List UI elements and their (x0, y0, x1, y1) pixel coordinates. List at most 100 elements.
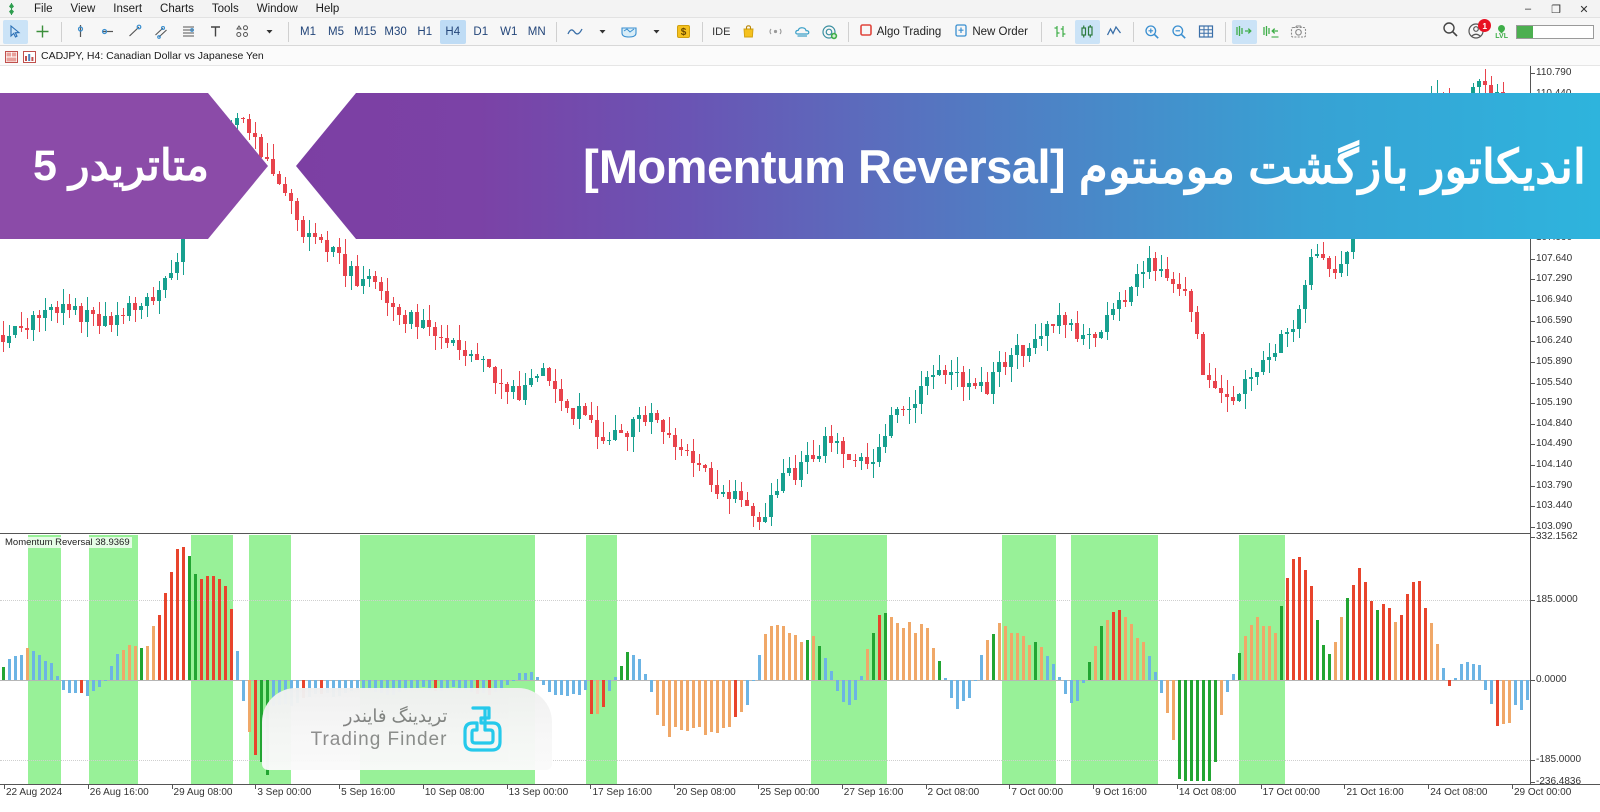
shapes-dropdown[interactable] (257, 20, 282, 44)
horizontal-line-tool[interactable] (95, 20, 120, 44)
channel-tool[interactable] (149, 20, 174, 44)
timeframe-d1[interactable]: D1 (473, 25, 489, 38)
chart-shift-button[interactable] (1259, 20, 1284, 44)
timeframe-m30[interactable]: M30 (384, 25, 407, 38)
candle (426, 66, 432, 533)
candle-body (252, 133, 257, 137)
algo-trading-button[interactable]: Algo Trading (855, 20, 949, 44)
menu-item-charts[interactable]: Charts (160, 2, 194, 15)
search-icon[interactable] (1442, 21, 1459, 43)
candle-body (1452, 105, 1457, 107)
shapes-tool[interactable] (230, 20, 255, 44)
signals-icon[interactable] (763, 20, 788, 44)
price-axis-label: 103.790 (1536, 479, 1573, 491)
crosshair-tool[interactable] (30, 20, 55, 44)
indicators-dropdown[interactable] (590, 20, 615, 44)
fibonacci-tool[interactable] (176, 20, 201, 44)
dollar-icon[interactable]: $ (671, 20, 696, 44)
close-button[interactable]: ✕ (1579, 3, 1589, 16)
candle-wick (956, 357, 958, 387)
histogram-bar (1405, 593, 1410, 681)
candle (114, 66, 120, 533)
minimize-button[interactable]: – (1524, 3, 1532, 15)
histogram-bar (1381, 603, 1386, 681)
candle-body (1500, 92, 1505, 96)
time-axis[interactable]: 22 Aug 2024 26 Aug 16:00 29 Aug 08:00 3 Sep… (0, 784, 1600, 812)
menu-item-view[interactable]: View (70, 2, 96, 15)
candle-body (408, 312, 413, 325)
menu-item-help[interactable]: Help (315, 2, 340, 15)
candle-body (138, 306, 143, 311)
vertical-line-tool[interactable] (68, 20, 93, 44)
menu-item-file[interactable]: File (34, 2, 53, 15)
chart-window-icon (5, 50, 18, 63)
trendline-tool[interactable] (122, 20, 147, 44)
indicator-pane[interactable]: Momentum Reversal 38.9369 (0, 535, 1530, 784)
candlestick-chart-button[interactable] (1074, 19, 1100, 44)
candle-body (726, 492, 731, 499)
timeframe-h1[interactable]: H1 (417, 25, 433, 38)
timeframe-w1[interactable]: W1 (500, 25, 518, 38)
candle-wick (620, 424, 622, 434)
bar-chart-button[interactable] (1048, 20, 1073, 44)
maximize-button[interactable]: ❐ (1551, 3, 1561, 16)
candle-body (1482, 80, 1487, 85)
menu-item-tools[interactable]: Tools (211, 2, 239, 15)
candle-body (612, 429, 617, 440)
grid-button[interactable] (1194, 20, 1219, 44)
candle-body (906, 408, 911, 410)
indicators-button[interactable] (563, 20, 588, 44)
candle (1062, 66, 1068, 533)
menu-item-insert[interactable]: Insert (113, 2, 143, 15)
candle (762, 66, 768, 533)
market-bag-icon[interactable] (736, 20, 761, 44)
candle-body (558, 389, 563, 402)
timeframe-m5[interactable]: M5 (328, 25, 344, 38)
indicator-axis-tick (1531, 782, 1535, 783)
text-tool[interactable] (203, 20, 228, 44)
zoom-in-button[interactable] (1140, 20, 1165, 44)
price-axis-label: 107.990 (1536, 232, 1573, 244)
candle-body (756, 516, 761, 522)
menu-item-window[interactable]: Window (256, 2, 298, 15)
price-axis-tick (1531, 93, 1535, 95)
auto-scroll-button[interactable] (1231, 19, 1257, 44)
price-pane[interactable] (0, 66, 1530, 534)
chart-canvas[interactable]: Momentum Reversal 38.9369 110.790 110.440… (0, 66, 1600, 812)
new-order-button[interactable]: New Order (950, 20, 1035, 44)
candle-body (984, 381, 989, 394)
price-axis[interactable]: 110.790 110.440 110.090 109.740 109.390 109.0… (1530, 66, 1600, 787)
candle-body (600, 436, 605, 441)
screenshot-camera-icon[interactable] (1286, 20, 1311, 44)
candle-body (1506, 95, 1511, 101)
candle-body (732, 490, 737, 499)
candle-wick (1124, 290, 1126, 307)
tester-target-icon[interactable] (817, 20, 842, 44)
candle-wick (614, 415, 616, 442)
line-chart-button[interactable] (1102, 20, 1127, 44)
histogram-bar (1243, 636, 1248, 681)
timeframe-h4[interactable]: H4 (439, 19, 466, 44)
zoom-out-button[interactable] (1167, 20, 1192, 44)
vps-cloud-icon[interactable] (790, 20, 815, 44)
histogram-bar (967, 680, 972, 698)
metaeditor-button[interactable]: IDE (712, 25, 731, 38)
candle-body (702, 464, 707, 468)
templates-button[interactable] (617, 20, 642, 44)
time-axis-tick (1093, 785, 1095, 789)
candle-wick (500, 368, 502, 399)
timeframe-m1[interactable]: M1 (300, 25, 316, 38)
candle-body (390, 302, 395, 307)
cursor-tool[interactable] (3, 19, 28, 44)
candle-body (978, 381, 983, 386)
candle (768, 66, 774, 533)
timeframe-m15[interactable]: M15 (354, 25, 377, 38)
timeframe-mn[interactable]: MN (527, 25, 546, 38)
candle (1014, 66, 1020, 533)
histogram-bar (517, 673, 522, 681)
histogram-bar (175, 548, 180, 681)
candle-wick (446, 324, 448, 349)
templates-dropdown[interactable] (644, 20, 669, 44)
notifications-icon[interactable]: 1 (1467, 19, 1492, 42)
candle (630, 66, 636, 533)
